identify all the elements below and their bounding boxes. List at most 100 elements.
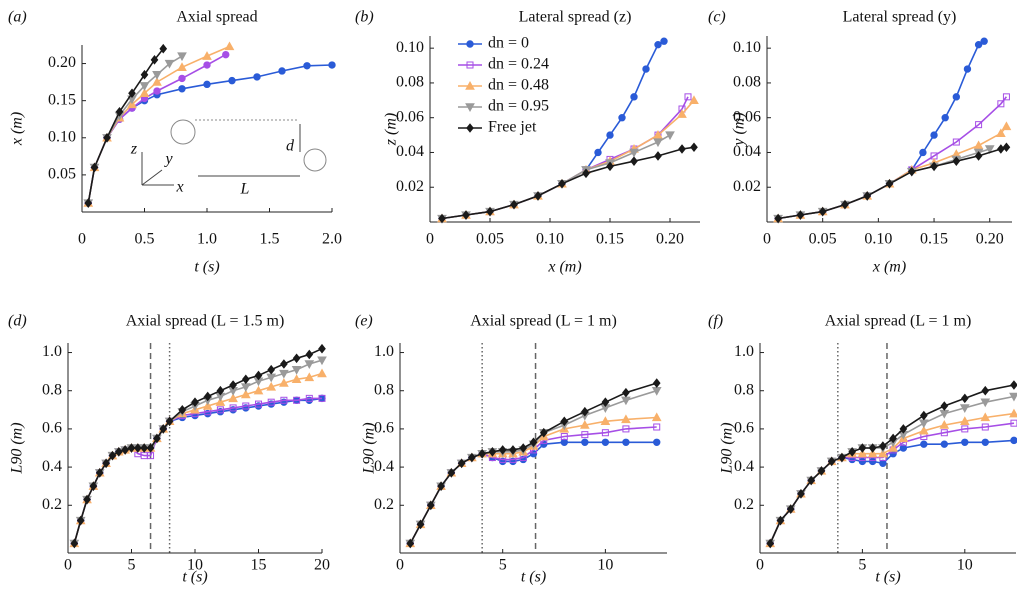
marker [960, 393, 969, 404]
marker [818, 206, 827, 217]
panel-label: (f) [708, 313, 723, 330]
y-tick-label: 0.06 [396, 108, 424, 125]
marker [529, 437, 538, 448]
marker [582, 168, 590, 179]
marker [684, 93, 692, 101]
marker [1010, 436, 1017, 445]
y-axis-label: y (m) [731, 112, 748, 147]
marker [766, 538, 775, 549]
y-tick-label: 0.10 [48, 128, 76, 145]
series-line [87, 48, 164, 204]
marker [84, 198, 93, 208]
marker [606, 161, 614, 172]
marker [255, 400, 262, 408]
marker [103, 132, 111, 143]
marker [216, 385, 225, 396]
marker [1009, 392, 1017, 402]
marker [952, 138, 960, 146]
marker [498, 445, 507, 455]
marker [857, 448, 868, 458]
marker [774, 213, 782, 224]
legend-marker [466, 61, 474, 69]
y-tick-label: 1.0 [734, 343, 754, 360]
marker [807, 475, 816, 486]
y-tick-label: 0.15 [48, 91, 76, 108]
marker [560, 433, 568, 441]
series-line [769, 384, 1015, 544]
marker [253, 73, 261, 81]
marker [961, 438, 969, 446]
marker [153, 87, 161, 95]
marker [858, 443, 867, 453]
marker [841, 199, 849, 210]
x-axis-label: t (s) [194, 259, 219, 276]
marker [152, 77, 162, 86]
marker [486, 206, 494, 217]
marker [581, 406, 589, 417]
marker [878, 448, 888, 458]
marker [653, 130, 663, 139]
y-tick-label: 1.0 [42, 343, 62, 360]
marker [973, 140, 984, 150]
panel: (c) Lateral spread (y) x (m) y (m) 0 0.05 0.10… [708, 9, 1012, 276]
marker [318, 394, 326, 402]
x-axis-label: t (s) [521, 569, 546, 586]
marker [178, 74, 186, 83]
marker [121, 445, 129, 455]
y-tick-label: 0.10 [733, 39, 761, 56]
marker [997, 100, 1005, 108]
y-tick-label: 0.2 [42, 496, 62, 513]
marker [630, 93, 638, 101]
marker [665, 131, 675, 141]
series-line [73, 359, 323, 544]
marker [437, 481, 445, 491]
marker [581, 431, 589, 439]
marker [630, 156, 638, 166]
marker [177, 62, 187, 71]
marker [980, 412, 991, 422]
marker [328, 61, 336, 69]
marker [240, 389, 251, 399]
marker [293, 396, 301, 404]
panel: (e) Axial spread (L = 1 m) t (s) L90 (m) 0 5 1… [355, 313, 667, 586]
panel-title: Lateral spread (z) [519, 9, 632, 26]
marker [974, 151, 983, 161]
marker [457, 458, 466, 469]
marker [447, 468, 456, 478]
marker [267, 398, 275, 406]
marker [918, 419, 929, 429]
marker [228, 76, 236, 85]
marker [560, 416, 569, 427]
y-tick-label: 0.8 [734, 381, 754, 398]
x-tick-label: 0.15 [596, 231, 624, 248]
marker [150, 55, 159, 65]
series-line [409, 441, 657, 544]
y-tick-label: 0.6 [734, 420, 754, 437]
marker [981, 438, 989, 446]
marker [677, 109, 687, 118]
marker [266, 381, 277, 391]
panel-label: (a) [8, 9, 27, 26]
marker [291, 366, 302, 375]
y-tick-label: 0.2 [734, 496, 754, 513]
marker [959, 404, 970, 413]
marker [984, 145, 995, 155]
series-line [87, 55, 183, 204]
marker [930, 161, 938, 172]
panel: (d) Axial spread (L = 1.5 m) t (s) L90 (m) 0… [8, 313, 330, 586]
marker [940, 429, 948, 437]
series-line [73, 347, 323, 544]
marker [863, 191, 872, 201]
marker [139, 88, 150, 97]
marker [796, 210, 805, 220]
marker [102, 458, 110, 469]
y-tick-label: 0.10 [396, 39, 424, 56]
marker [980, 37, 988, 45]
marker [652, 378, 661, 388]
marker [539, 427, 548, 438]
marker [1002, 142, 1011, 153]
marker [317, 368, 327, 378]
marker [279, 378, 289, 387]
inset-circle [170, 119, 196, 145]
marker [317, 356, 327, 366]
